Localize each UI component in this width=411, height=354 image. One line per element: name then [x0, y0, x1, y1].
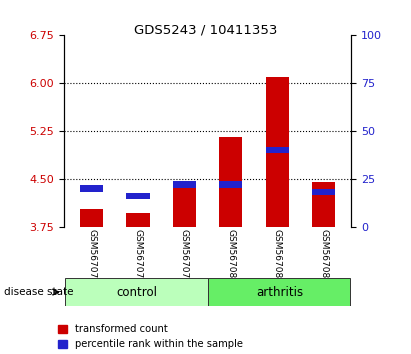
Bar — [266, 147, 289, 153]
Bar — [173, 181, 196, 188]
Legend: transformed count, percentile rank within the sample: transformed count, percentile rank withi… — [58, 324, 243, 349]
Text: arthritis: arthritis — [256, 286, 303, 298]
Bar — [219, 181, 242, 188]
Text: GSM567075: GSM567075 — [134, 229, 143, 284]
Text: GSM567081: GSM567081 — [272, 229, 282, 284]
Bar — [126, 193, 150, 199]
Bar — [312, 182, 335, 227]
Text: GDS5243 / 10411353: GDS5243 / 10411353 — [134, 23, 277, 36]
Text: control: control — [116, 286, 157, 298]
Bar — [80, 209, 103, 227]
Bar — [312, 189, 335, 195]
Text: disease state: disease state — [4, 287, 74, 297]
Text: GSM567082: GSM567082 — [319, 229, 328, 284]
Bar — [80, 185, 103, 192]
Bar — [266, 77, 289, 227]
Text: GSM567080: GSM567080 — [226, 229, 235, 284]
Bar — [173, 182, 196, 227]
Bar — [126, 212, 150, 227]
Bar — [219, 137, 242, 227]
Text: GSM567076: GSM567076 — [180, 229, 189, 284]
Bar — [208, 278, 351, 306]
Bar — [65, 278, 208, 306]
Text: GSM567074: GSM567074 — [87, 229, 96, 284]
